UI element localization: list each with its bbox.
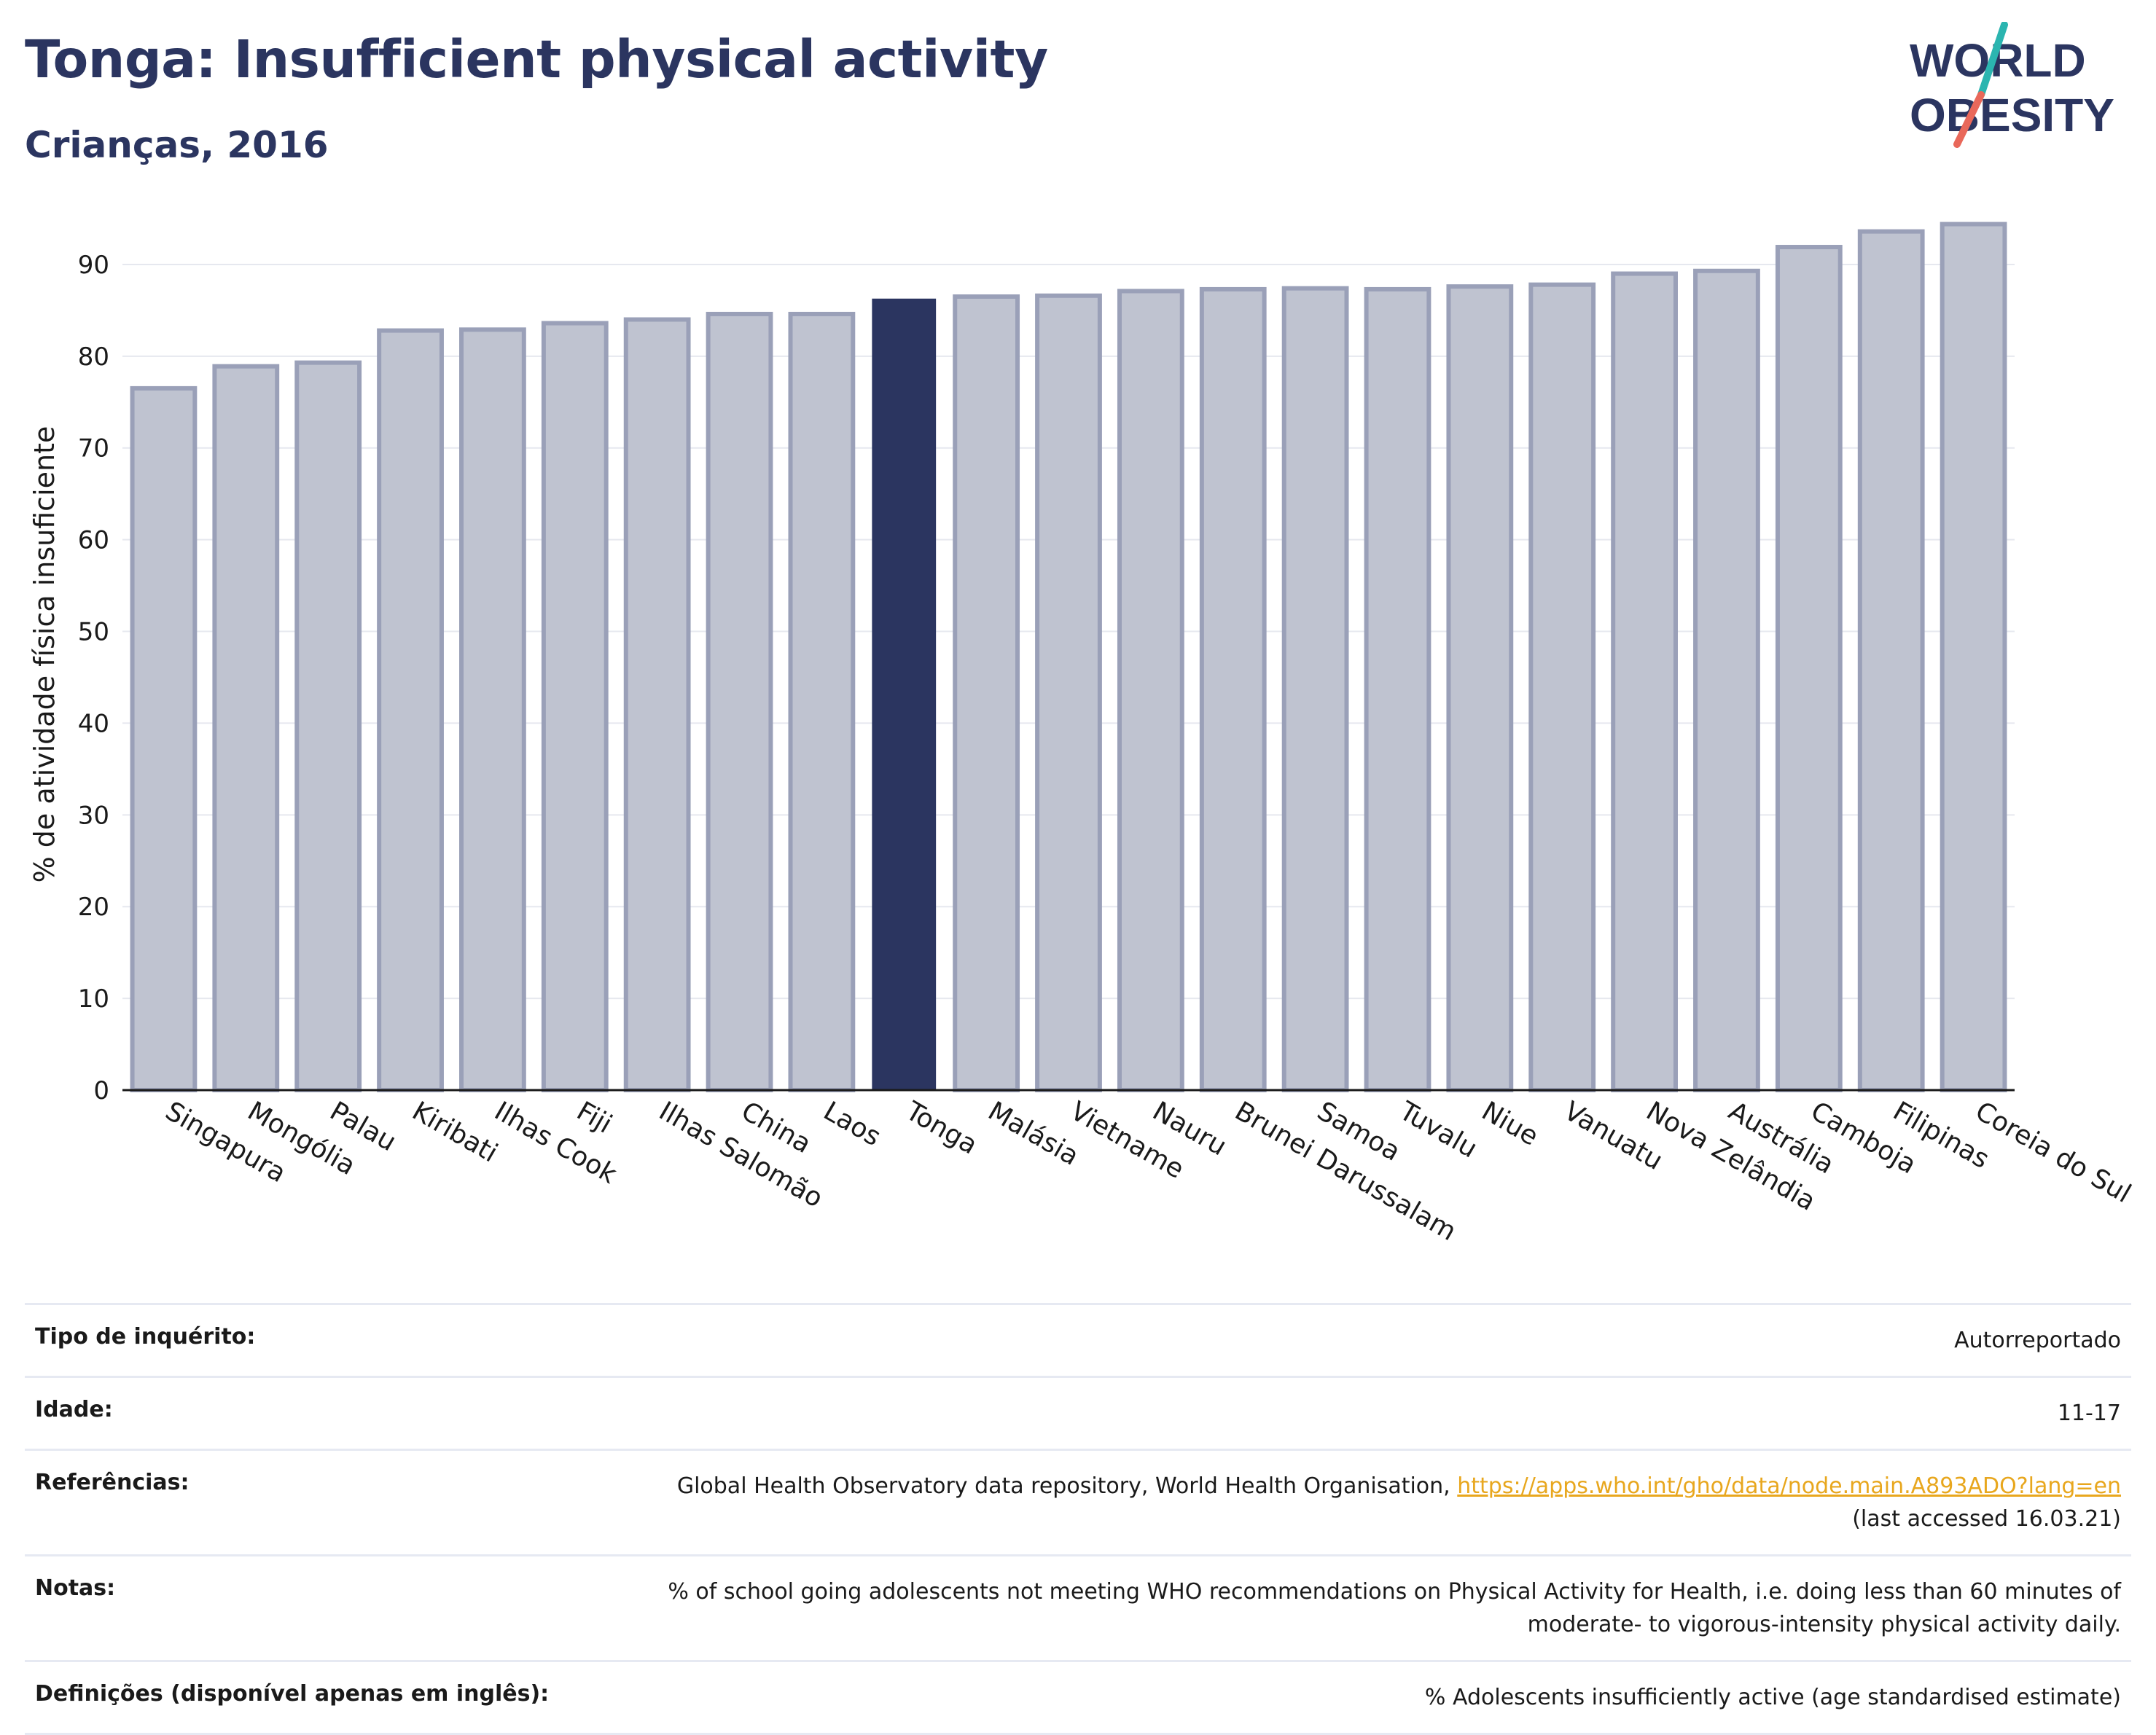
bar-tonga [872, 298, 937, 1092]
y-tick-label: 50 [78, 618, 109, 647]
bar-palau [294, 360, 362, 1093]
y-tick-label: 30 [78, 801, 109, 830]
x-tick-label: Coreia do Sul [1970, 1096, 2136, 1209]
logo-line2: OBESITY [1910, 89, 2114, 141]
notes-line2: moderate- to vigorous-intensity physical… [1527, 1612, 2121, 1637]
bar-china [706, 311, 773, 1092]
notes-label: Notas: [25, 1554, 614, 1661]
x-tick-label: Malásia [983, 1096, 1084, 1172]
notes-line1: % of school going adolescents not meetin… [668, 1579, 2121, 1605]
y-tick-label: 20 [78, 893, 109, 922]
x-tick-label: Tonga [900, 1096, 983, 1161]
references-accessed: (last accessed 16.03.21) [1852, 1506, 2121, 1532]
bar-nauru [1117, 289, 1184, 1093]
bar-samoa [1281, 286, 1349, 1092]
x-tick-label: Laos [819, 1096, 886, 1152]
bar-filipinas [1857, 229, 1925, 1093]
bar-brunei-darussalam [1199, 286, 1267, 1092]
definitions-label: Definições (disponível apenas em inglês)… [25, 1660, 614, 1735]
references-value: Global Health Observatory data repositor… [614, 1449, 2131, 1556]
x-tick-label: Fiji [571, 1096, 617, 1140]
x-tick-label: Tuvalu [1394, 1096, 1482, 1164]
bar-ilhas-cook [459, 327, 526, 1092]
bar-vietname [1035, 293, 1102, 1092]
bar-ilhas-salomão [623, 317, 691, 1092]
bar-laos [788, 311, 856, 1092]
y-tick-label: 10 [78, 984, 109, 1014]
y-axis-label: % de atividade física insuficiente [28, 426, 60, 883]
info-row-definitions: Definições (disponível apenas em inglês)… [25, 1660, 2131, 1735]
info-table: Tipo de inquérito: Autorreportado Idade:… [25, 1303, 2131, 1735]
age-label: Idade: [25, 1376, 614, 1450]
bar-vanuatu [1528, 282, 1596, 1093]
survey-type-label: Tipo de inquérito: [25, 1303, 614, 1377]
bar-nova-zelândia [1611, 271, 1678, 1092]
x-tick-label: Kiribati [407, 1096, 503, 1168]
bar-chart: 0 10 20 30 40 50 60 70 80 90 % de atividade física… [28, 222, 2136, 1247]
bar-austrália [1693, 268, 1760, 1092]
bar-fiji [541, 321, 609, 1092]
bar-camboja [1775, 245, 1843, 1093]
bar-singapura [130, 385, 198, 1092]
y-tick-label: 80 [78, 342, 109, 372]
info-row-references: Referências: Global Health Observatory d… [25, 1449, 2131, 1556]
references-link[interactable]: https://apps.who.int/gho/data/node.main.… [1457, 1473, 2121, 1499]
y-tick-label: 40 [78, 709, 109, 738]
notes-value: % of school going adolescents not meetin… [614, 1554, 2131, 1661]
bar-tuvalu [1364, 286, 1432, 1092]
bar-niue [1446, 284, 1514, 1092]
survey-type-value: Autorreportado [614, 1303, 2131, 1377]
y-tick-label: 0 [93, 1076, 109, 1105]
bar-coreia-do-sul [1940, 222, 2007, 1092]
definitions-value: % Adolescents insufficiently active (age… [614, 1660, 2131, 1735]
chart-subtitle: Crianças, 2016 [25, 124, 329, 166]
info-row-age: Idade: 11-17 [25, 1376, 2131, 1450]
age-value: 11-17 [614, 1376, 2131, 1450]
references-text: Global Health Observatory data repositor… [676, 1473, 1450, 1499]
references-label: Referências: [25, 1449, 614, 1556]
info-row-survey-type: Tipo de inquérito: Autorreportado [25, 1303, 2131, 1377]
bar-kiribati [377, 328, 444, 1093]
bar-malásia [953, 294, 1020, 1093]
y-tick-label: 60 [78, 526, 109, 555]
world-obesity-logo: WORLD OBESITY [1910, 22, 2114, 148]
bar-mongólia [212, 364, 280, 1092]
x-tick-label: Niue [1477, 1096, 1543, 1151]
info-row-notes: Notas: % of school going adolescents not… [25, 1554, 2131, 1661]
y-tick-label: 70 [78, 434, 109, 463]
chart-title: Tonga: Insufficient physical activity [25, 29, 1048, 90]
y-tick-label: 90 [78, 251, 109, 280]
